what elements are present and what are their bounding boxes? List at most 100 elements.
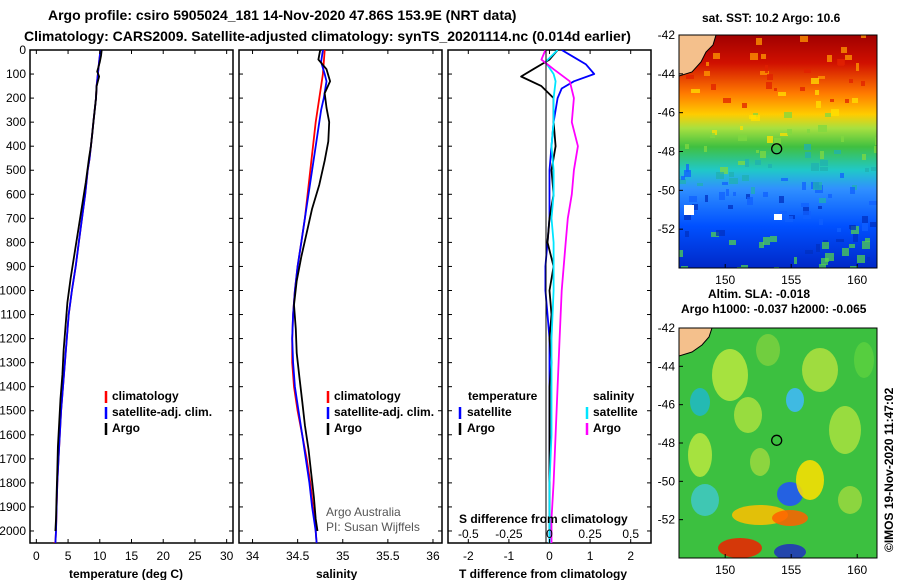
x-tick-label: 10 [93,549,107,563]
map-y-tick-label: -50 [658,474,676,488]
x-tick-label: 25 [188,549,202,563]
depth-tick-label: 1300 [0,356,26,370]
legend-climatology: climatology [334,389,401,403]
sla-argo-location-marker [771,434,783,446]
map-y-tick-label: -50 [658,183,676,197]
depth-tick-label: 400 [6,139,26,153]
legend-argo: Argo [334,421,362,435]
imos-stamp: ©IMOS 19-Nov-2020 11:47:02 [882,387,896,552]
depth-tick-labels: 0 100 200 300 400 500 600 700 800 900 1000 1100 1200… [0,43,26,538]
legend-t-argo: Argo [467,421,495,435]
x-tick-label: 0 [33,549,40,563]
series-line-argo [540,50,579,543]
sla-map-title: Altim. SLA: -0.018 [708,287,810,301]
s-diff-tick-label: -0.5 [458,527,479,541]
map-y-tick-label: -44 [658,359,676,373]
map-x-tick-label: 160 [847,273,867,287]
map-y-tick-label: -42 [658,321,676,335]
series-line-satellite-adj-clim- [291,50,328,543]
legend-title-temperature: temperature [468,389,538,403]
sla-map-ticks: 150 155 160 -42 -44 -46 -48 -50 -52 [658,321,868,577]
credit-pi: PI: Susan Wijffels [326,520,420,534]
x-tick-label: 36 [426,549,440,563]
depth-tick-label: 1600 [0,428,26,442]
depth-tick-label: 900 [6,259,26,273]
depth-tick-label: 1200 [0,332,26,346]
map-y-tick-label: -44 [658,67,676,81]
depth-tick-label: 500 [6,163,26,177]
panel-ticks: 0 5 10 15 20 25 30 34 34.5 35 35.5 36 -2 -1 0 1 2 -0.5 -0.… [30,49,651,563]
depth-tick-label: 800 [6,235,26,249]
title-line-2: Climatology: CARS2009. Satellite-adjuste… [24,28,631,44]
depth-tick-label: 1700 [0,452,26,466]
s-diff-tick-label: 0 [546,527,553,541]
sst-map-ticks: 150 155 160 -42 -44 -46 -48 -50 -52 [658,28,868,287]
difference-axis-label: T difference from climatology [459,567,627,580]
salinity-axis-label: salinity [316,567,358,580]
depth-tick-label: 1100 [0,308,26,322]
x-tick-label: 35 [336,549,350,563]
depth-tick-label: 0 [19,43,26,57]
depth-tick-label: 100 [6,67,26,81]
map-x-tick-label: 150 [715,273,735,287]
temperature-series [53,50,103,543]
legend-argo: Argo [112,421,140,435]
x-tick-label: 5 [65,549,72,563]
series-line-argo [54,50,103,532]
legend-climatology: climatology [112,389,179,403]
x-tick-label: 1 [587,549,594,563]
sst-map [679,35,877,268]
sla-map [679,328,877,558]
map-y-tick-label: -46 [658,106,676,120]
difference-series [520,50,596,543]
depth-tick-label: 1500 [0,404,26,418]
title-line-1: Argo profile: csiro 5905024_181 14-Nov-2… [48,7,516,23]
map-y-tick-label: -48 [658,436,676,450]
depth-tick-label: 2000 [0,524,26,538]
depth-tick-label: 300 [6,115,26,129]
depth-tick-label: 1900 [0,500,26,514]
salinity-legend: climatology satellite-adj. clim. Argo [326,389,434,435]
x-tick-label: 15 [125,549,139,563]
depth-tick-label: 1800 [0,476,26,490]
salinity-panel-frame [238,49,443,544]
map-x-tick-label: 155 [781,563,801,577]
legend-satellite: satellite-adj. clim. [112,405,212,419]
series-line-satellite [544,50,559,543]
s-difference-axis-label: S difference from climatology [459,512,628,526]
x-tick-label: 35.5 [376,549,400,563]
sst-map-title: sat. SST: 10.2 Argo: 10.6 [702,11,841,25]
map-y-tick-label: -46 [658,398,676,412]
s-diff-tick-label: 0.5 [622,527,639,541]
x-tick-label: -2 [463,549,474,563]
temperature-panel-frame [29,49,234,544]
s-diff-tick-label: 0.25 [578,527,602,541]
series-line-argo [520,50,559,531]
sst-argo-location-marker [771,143,783,155]
legend-s-satellite: satellite [593,405,638,419]
depth-tick-label: 1400 [0,380,26,394]
map-y-tick-label: -52 [658,222,676,236]
s-diff-tick-label: -0.25 [495,527,523,541]
legend-s-argo: Argo [593,421,621,435]
difference-legend: temperature salinity satellite Argo sate… [458,389,638,435]
map-y-tick-label: -42 [658,28,676,42]
x-tick-label: -1 [504,549,515,563]
x-tick-label: 34.5 [286,549,310,563]
map-y-tick-label: -48 [658,145,676,159]
temperature-legend: climatology satellite-adj. clim. Argo [104,389,212,435]
map-x-tick-label: 150 [715,563,735,577]
x-tick-label: 34 [246,549,260,563]
legend-t-satellite: satellite [467,405,512,419]
temperature-axis-label: temperature (deg C) [69,567,183,580]
map-x-tick-label: 155 [781,273,801,287]
depth-tick-label: 200 [6,91,26,105]
x-tick-label: 2 [627,549,634,563]
map-y-tick-label: -52 [658,513,676,527]
depth-tick-label: 1000 [0,283,26,297]
map-x-tick-label: 160 [847,563,867,577]
sla-map-subtitle: Argo h1000: -0.037 h2000: -0.065 [681,302,867,316]
legend-title-salinity: salinity [593,389,635,403]
credit-argo-australia: Argo Australia [326,505,401,519]
x-tick-label: 0 [546,549,553,563]
